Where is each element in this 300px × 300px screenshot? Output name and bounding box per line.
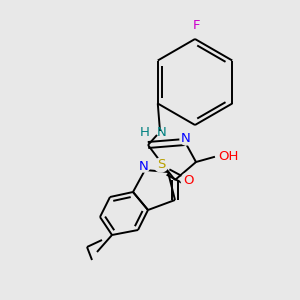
Text: N: N xyxy=(139,160,149,172)
Text: F: F xyxy=(193,19,201,32)
Text: S: S xyxy=(157,158,165,172)
Text: O: O xyxy=(183,173,193,187)
Text: N: N xyxy=(181,133,191,146)
Circle shape xyxy=(180,133,192,145)
Text: OH: OH xyxy=(218,149,238,163)
Circle shape xyxy=(154,158,168,172)
Text: N: N xyxy=(157,127,167,140)
Circle shape xyxy=(138,160,150,172)
Circle shape xyxy=(181,173,195,187)
Text: H: H xyxy=(140,127,150,140)
